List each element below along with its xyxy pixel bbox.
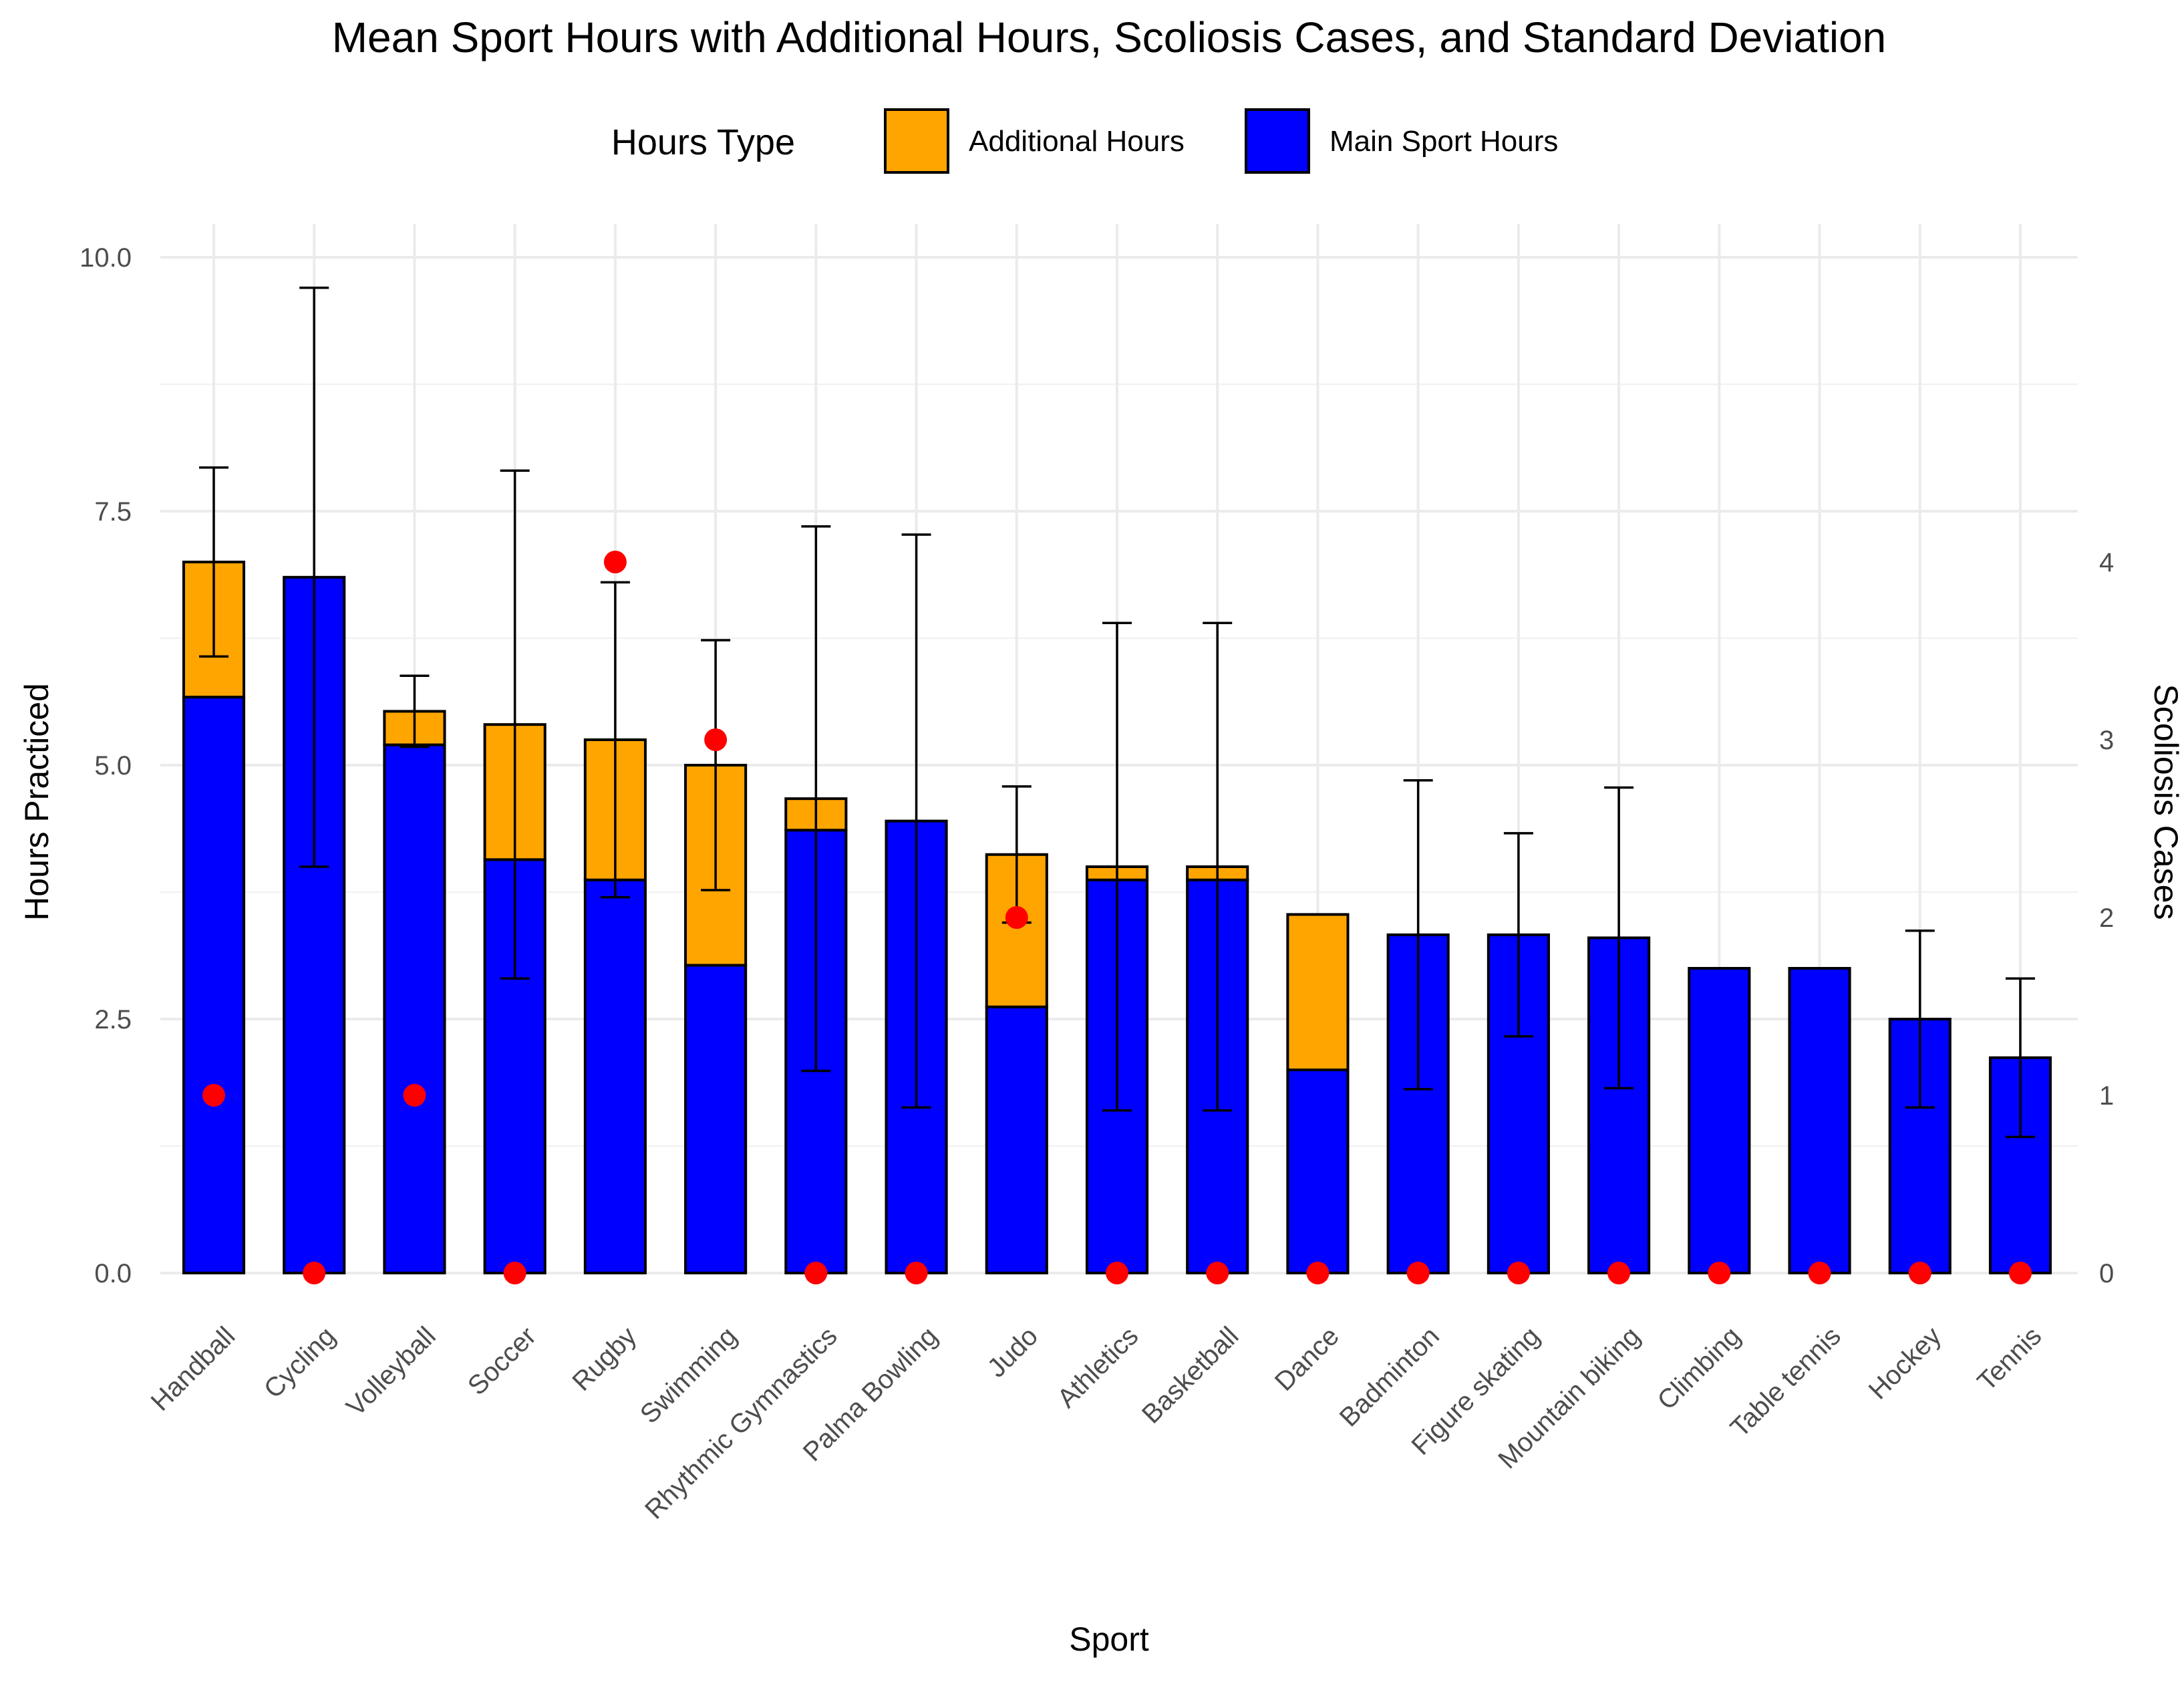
error-bar-swimming [701, 639, 731, 891]
y2-axis-title: Scoliosis Cases [2147, 684, 2184, 920]
bar-main-handball [182, 696, 246, 1275]
x-tick-label: Hockey [1863, 1321, 1947, 1405]
error-bar-handball [199, 466, 228, 658]
x-tick-label: Climbing [1652, 1321, 1746, 1415]
x-tick-label: Badminton [1334, 1321, 1445, 1432]
scoliosis-point-figure-skating [1507, 1262, 1530, 1284]
scoliosis-point-cycling [303, 1262, 326, 1284]
bar-main-rugby [583, 878, 647, 1274]
scoliosis-point-hockey [1908, 1262, 1931, 1284]
bar-main-volleyball [383, 743, 446, 1274]
scoliosis-point-dance [1306, 1262, 1330, 1284]
error-bar-palma-bowling [901, 533, 931, 1109]
error-bar-soccer [500, 469, 530, 980]
error-bar-rugby [600, 581, 630, 899]
x-tick-label: Cycling [259, 1321, 341, 1404]
x-tick-label: Volleyball [341, 1321, 442, 1422]
x-tick-label: Dance [1269, 1321, 1345, 1397]
x-tick-label: Judo [982, 1321, 1044, 1383]
scoliosis-point-climbing [1708, 1262, 1731, 1284]
y2-tick-label: 3 [2099, 726, 2114, 755]
y2-tick-label: 0 [2099, 1259, 2114, 1288]
x-tick-label: Basketball [1136, 1321, 1245, 1429]
legend-swatch-additional-hours [884, 108, 949, 174]
legend: Hours Type Additional Hours Main Sport H… [611, 108, 1558, 174]
bar-main-swimming [684, 964, 748, 1274]
x-tick-label: Athletics [1052, 1321, 1144, 1413]
scoliosis-point-palma-bowling [905, 1262, 928, 1284]
bar-additional-dance [1286, 913, 1350, 1071]
x-tick-label: Rhythmic Gymnastics [639, 1321, 843, 1525]
error-bar-rhythmic-gymnastics [801, 525, 831, 1073]
scoliosis-point-judo [1005, 906, 1028, 929]
scoliosis-point-mountain-biking [1607, 1262, 1631, 1284]
scoliosis-point-rhythmic-gymnastics [804, 1262, 828, 1284]
scoliosis-point-table-tennis [1808, 1262, 1831, 1284]
bar-main-dance [1286, 1069, 1350, 1274]
scoliosis-point-tennis [2009, 1262, 2032, 1284]
scoliosis-point-badminton [1406, 1262, 1430, 1284]
y-axis-title: Hours Practiced [18, 683, 55, 921]
scoliosis-point-handball [202, 1084, 225, 1107]
x-axis-title: Sport [1069, 1621, 1149, 1658]
error-bar-hockey [1905, 930, 1935, 1109]
y-tick-label: 10.0 [80, 243, 132, 273]
scoliosis-point-athletics [1106, 1262, 1128, 1284]
x-tick-label: Swimming [635, 1321, 743, 1429]
error-bar-badminton [1403, 779, 1433, 1091]
scoliosis-point-soccer [503, 1262, 526, 1284]
y-axis-ticks: 0.0 2.5 5.0 7.5 10.0 [80, 243, 132, 1288]
error-bar-athletics [1102, 621, 1132, 1112]
x-tick-label: Handball [146, 1321, 241, 1417]
x-tick-label: Tennis [1972, 1321, 2047, 1397]
scoliosis-point-swimming [704, 728, 728, 751]
error-bar-volleyball [400, 674, 430, 748]
y-tick-label: 2.5 [94, 1005, 132, 1034]
y2-axis-ticks: 0 1 2 3 4 [2099, 548, 2114, 1288]
bar-main-table-tennis [1788, 967, 1851, 1274]
legend-label-main-sport-hours: Main Sport Hours [1330, 125, 1558, 158]
legend-title: Hours Type [611, 122, 795, 162]
bar-main-climbing [1688, 967, 1751, 1274]
y2-tick-label: 2 [2099, 903, 2114, 933]
x-axis-ticks: Handball Cycling Volleyball Soccer RugbySwim… [146, 1321, 2048, 1525]
error-bar-basketball [1203, 621, 1233, 1112]
y-tick-label: 5.0 [94, 751, 132, 781]
scoliosis-points [202, 551, 2032, 1284]
scoliosis-point-basketball [1206, 1262, 1229, 1284]
scoliosis-point-rugby [603, 551, 627, 573]
error-bar-tennis [2006, 977, 2035, 1139]
legend-label-additional-hours: Additional Hours [969, 125, 1185, 158]
error-bar-mountain-biking [1604, 786, 1634, 1090]
y-tick-label: 7.5 [94, 497, 132, 527]
bar-main-judo [985, 1005, 1048, 1274]
legend-swatch-main-sport-hours [1245, 108, 1310, 174]
y2-tick-label: 1 [2099, 1081, 2114, 1111]
x-tick-label: Rugby [567, 1321, 642, 1397]
scoliosis-point-volleyball [403, 1084, 426, 1107]
y-tick-label: 0.0 [94, 1259, 132, 1288]
y2-tick-label: 4 [2099, 548, 2114, 577]
chart-title: Mean Sport Hours with Additional Hours, … [332, 13, 1887, 61]
error-bar-figure-skating [1503, 832, 1533, 1038]
x-tick-label: Soccer [462, 1321, 542, 1401]
error-bar-cycling [299, 286, 329, 868]
